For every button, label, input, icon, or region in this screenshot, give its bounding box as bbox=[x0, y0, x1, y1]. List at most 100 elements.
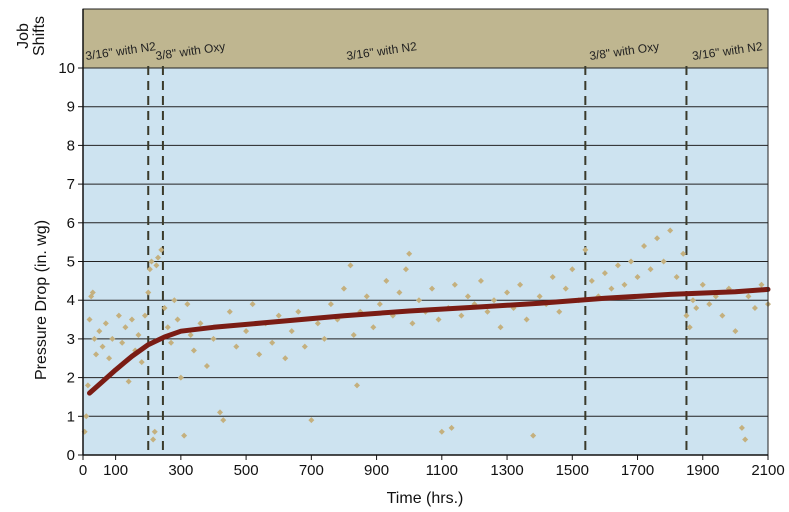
scatter-point bbox=[719, 312, 726, 319]
scatter-point bbox=[497, 324, 504, 331]
scatter-point bbox=[150, 436, 157, 443]
scatter-point bbox=[226, 308, 233, 315]
scatter-point bbox=[370, 324, 377, 331]
scatter-point bbox=[102, 320, 109, 327]
scatter-point bbox=[249, 301, 256, 308]
scatter-point bbox=[536, 293, 543, 300]
scatter-point bbox=[601, 270, 608, 277]
scatter-point bbox=[742, 436, 749, 443]
scatter-point bbox=[491, 297, 497, 304]
scatter-point bbox=[181, 432, 188, 439]
scatter-point bbox=[321, 335, 328, 342]
scatter-point bbox=[115, 312, 122, 319]
y-axis-title: Pressure Drop (in. wg) bbox=[33, 220, 50, 380]
scatter-point bbox=[171, 297, 178, 304]
scatter-point bbox=[732, 328, 739, 335]
scatter-point bbox=[680, 250, 687, 257]
scatter-point bbox=[350, 332, 357, 339]
scatter-point bbox=[203, 362, 210, 369]
scatter-point bbox=[128, 316, 135, 323]
scatter-point bbox=[282, 355, 289, 362]
scatter-point bbox=[138, 359, 145, 366]
scatter-point bbox=[738, 424, 745, 431]
scatter-point bbox=[119, 339, 126, 346]
scatter-point bbox=[243, 328, 250, 335]
x-tick-label: 1100 bbox=[426, 462, 458, 479]
scatter-point bbox=[327, 301, 334, 308]
scatter-point bbox=[148, 258, 155, 265]
scatter-point bbox=[233, 343, 240, 350]
scatter-point bbox=[569, 266, 576, 273]
scatter-point bbox=[406, 250, 413, 257]
x-tick-label: 900 bbox=[364, 462, 389, 479]
scatter-point bbox=[106, 355, 113, 362]
y-tick-label: 3 bbox=[67, 331, 75, 348]
scatter-point bbox=[288, 328, 295, 335]
scatter-point bbox=[667, 227, 674, 234]
scatter-point bbox=[582, 246, 589, 253]
scatter-point bbox=[184, 301, 191, 308]
scatter-point bbox=[96, 328, 103, 335]
scatter-point bbox=[745, 293, 752, 300]
scatter-point bbox=[376, 301, 383, 308]
scatter-point bbox=[275, 312, 282, 319]
scatter-point bbox=[660, 258, 667, 265]
scatter-point bbox=[295, 308, 302, 315]
scatter-point bbox=[84, 382, 91, 389]
y-tick-label: 7 bbox=[67, 176, 75, 193]
scatter-point bbox=[125, 378, 132, 385]
y-tick-label: 0 bbox=[67, 447, 75, 464]
scatter-point bbox=[210, 335, 217, 342]
scatter-point bbox=[415, 297, 422, 304]
scatter-point bbox=[484, 308, 491, 315]
scatter-point bbox=[161, 304, 168, 311]
scatter-point bbox=[758, 281, 765, 288]
x-axis-title: Time (hrs.) bbox=[387, 490, 464, 507]
scatter-point bbox=[99, 343, 106, 350]
x-tick-label: 1300 bbox=[490, 462, 523, 479]
scatter-point bbox=[448, 424, 455, 431]
scatter-point bbox=[402, 266, 409, 273]
x-tick-label: 1700 bbox=[621, 462, 654, 479]
scatter-point bbox=[153, 262, 160, 269]
scatter-point bbox=[429, 285, 436, 292]
scatter-point bbox=[151, 428, 158, 435]
x-tick-label: 1900 bbox=[686, 462, 719, 479]
scatter-point bbox=[93, 351, 100, 358]
scatter-point bbox=[530, 432, 537, 439]
scatter-point bbox=[141, 312, 148, 319]
scatter-point bbox=[164, 324, 171, 331]
scatter-point bbox=[89, 289, 96, 296]
scatter-point bbox=[158, 246, 165, 253]
scatter-point bbox=[109, 335, 116, 342]
scatter-point bbox=[190, 347, 197, 354]
x-tick-label: 300 bbox=[168, 462, 193, 479]
scatter-point bbox=[458, 312, 465, 319]
scatter-point bbox=[517, 281, 524, 288]
scatter-point bbox=[689, 297, 696, 304]
scatter-point bbox=[464, 293, 471, 300]
scatter-point bbox=[168, 339, 175, 346]
scatter-point bbox=[83, 413, 90, 420]
scatter-point bbox=[396, 289, 403, 296]
scatter-point bbox=[301, 343, 308, 350]
x-tick-label: 700 bbox=[299, 462, 324, 479]
scatter-point bbox=[91, 335, 98, 342]
scatter-point bbox=[269, 339, 276, 346]
band-title-job: Job bbox=[15, 23, 32, 49]
scatter-point bbox=[549, 273, 556, 280]
y-tick-label: 5 bbox=[67, 254, 75, 271]
scatter-point bbox=[122, 324, 129, 331]
scatter-point bbox=[347, 262, 354, 269]
scatter-point bbox=[523, 316, 530, 323]
scatter-point bbox=[608, 285, 615, 292]
y-tick-label: 1 bbox=[67, 408, 75, 425]
scatter-point bbox=[340, 285, 347, 292]
scatter-point bbox=[256, 351, 263, 358]
scatter-point bbox=[693, 304, 700, 311]
scatter-point bbox=[145, 289, 152, 296]
scatter-point bbox=[751, 304, 758, 311]
y-tick-label: 8 bbox=[67, 137, 75, 154]
scatter-point bbox=[438, 428, 445, 435]
x-tick-label: 0 bbox=[79, 462, 87, 479]
